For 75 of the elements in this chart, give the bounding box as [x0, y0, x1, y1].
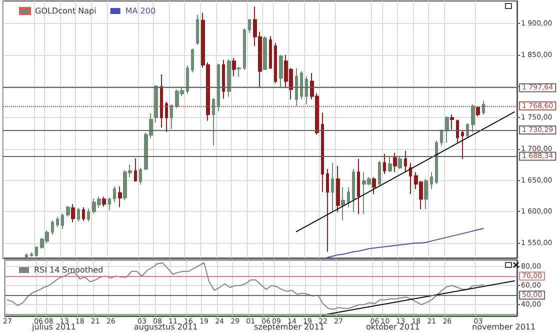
- candlestick: [393, 152, 397, 173]
- candlestick: [56, 216, 59, 228]
- candlestick: [222, 59, 225, 100]
- candlestick: [87, 208, 90, 222]
- candlestick: [321, 112, 324, 193]
- candlestick: [352, 168, 355, 213]
- candlestick: [476, 106, 480, 117]
- candlestick: [398, 155, 402, 170]
- candlestick: [196, 14, 199, 46]
- candlestick: [269, 36, 272, 70]
- line-series: [326, 228, 484, 258]
- legend-label: MA 200: [125, 6, 156, 16]
- candlestick: [160, 74, 163, 128]
- candlestick: [243, 28, 246, 70]
- candlestick: [430, 172, 433, 190]
- candlestick: [482, 100, 485, 115]
- candlestick: [461, 130, 464, 160]
- candlestick: [372, 176, 376, 195]
- candlestick: [305, 76, 308, 105]
- candlestick: [357, 158, 360, 215]
- text: augusztus 2011: [134, 322, 198, 332]
- candlestick: [383, 153, 386, 175]
- candlestick: [139, 167, 142, 186]
- candlestick: [71, 204, 75, 223]
- candlestick: [170, 104, 173, 130]
- candlestick: [341, 186, 345, 221]
- candlestick: [61, 212, 64, 230]
- candlestick: [336, 165, 340, 213]
- candlestick: [456, 118, 459, 144]
- candlestick: [279, 54, 283, 89]
- candlestick: [237, 66, 241, 78]
- candlestick: [326, 168, 329, 252]
- candlestick: [331, 162, 334, 213]
- line-series: [6, 262, 484, 310]
- candlestick: [232, 58, 236, 77]
- candlestick: [165, 101, 168, 133]
- candlestick: [25, 253, 28, 258]
- candlestick: [113, 186, 116, 203]
- candlestick: [435, 140, 438, 185]
- candlestick: [388, 155, 392, 173]
- candlestick: [404, 150, 407, 173]
- candlestick: [263, 36, 267, 70]
- candlestick: [300, 70, 303, 100]
- candlestick: [212, 98, 215, 146]
- candlestick: [274, 42, 277, 84]
- candlestick: [134, 158, 137, 182]
- candlestick: [191, 48, 194, 73]
- candlestick: [66, 205, 70, 218]
- candlestick: [118, 186, 122, 208]
- candlestick: [186, 65, 189, 94]
- candlestick: [424, 178, 428, 210]
- candlestick: [108, 197, 111, 211]
- candlestick: [248, 19, 251, 34]
- legend-label: RSI 14 Smoothed: [34, 266, 104, 274]
- candlestick: [77, 207, 80, 222]
- text: július 2011: [31, 322, 76, 332]
- candlestick: [82, 206, 85, 222]
- candlestick: [450, 114, 454, 130]
- candlestick: [102, 196, 106, 208]
- candlestick: [466, 122, 469, 138]
- text: november 2011: [472, 322, 536, 332]
- candlestick: [440, 129, 443, 146]
- candlestick: [409, 162, 412, 195]
- candlestick: [445, 116, 449, 144]
- candlestick: [154, 84, 158, 124]
- text: október 2011: [366, 322, 420, 332]
- candlestick: [51, 220, 54, 236]
- candlestick: [217, 63, 220, 112]
- candlestick: [295, 68, 298, 107]
- text: szeptember 2011: [254, 322, 324, 332]
- candlestick: [378, 160, 381, 186]
- candlestick: [227, 58, 231, 98]
- candlestick: [347, 186, 350, 208]
- candlestick: [471, 104, 475, 134]
- legend-label: GOLDcont Napi: [35, 6, 96, 16]
